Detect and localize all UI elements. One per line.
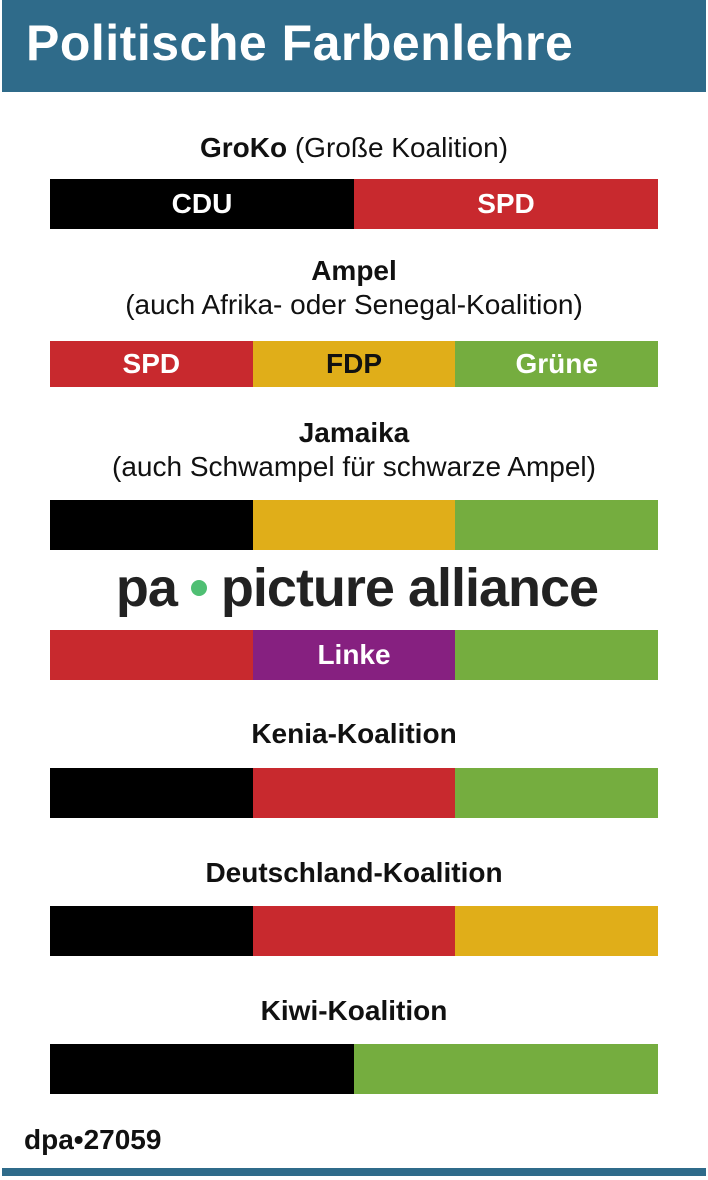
coalition-bar-jamaika (50, 500, 659, 550)
party-segment: SPD (50, 341, 253, 387)
party-segment: Grüne (455, 341, 659, 387)
watermark-logo: pa picture alliance (72, 552, 642, 624)
coalition-bar-groko: CDU SPD (50, 179, 658, 229)
party-segment: Linke (252, 630, 456, 680)
party-segment (455, 630, 659, 680)
party-segment: CDU (50, 179, 354, 229)
credit: dpa•27059 (24, 1124, 162, 1155)
party-segment (455, 906, 659, 956)
coalition-title-kenia: Kenia-Koalition (251, 718, 457, 749)
coalition-bar-kenia (50, 768, 659, 818)
bottom-rule (2, 1168, 706, 1176)
party-segment (50, 1044, 354, 1094)
party-segment (252, 500, 456, 550)
coalition-title-groko: GroKo (Große Koalition) (199, 132, 509, 163)
party-segment (252, 768, 456, 818)
header-banner: Politische Farbenlehre (2, 0, 706, 92)
party-segment (354, 1044, 658, 1094)
coalition-bar-kiwi (50, 1044, 658, 1094)
party-segment: SPD (354, 179, 658, 229)
party-segment (50, 768, 253, 818)
coalition-bar-deutschland (50, 906, 659, 956)
coalition-title-jamaika: Jamaika (auch Schwampel für schwarze Ampe… (112, 417, 596, 482)
coalition-bar-ampel: SPD FDP Grüne (50, 341, 659, 387)
party-segment (50, 630, 253, 680)
coalition-title-deutschland: Deutschland-Koalition (205, 857, 503, 888)
party-segment (50, 906, 253, 956)
coalition-title-ampel: Ampel (auch Afrika- oder Senegal-Koalitio… (125, 255, 583, 320)
party-segment (50, 500, 253, 550)
page-title: Politische Farbenlehre (26, 15, 574, 71)
coalition-title-kiwi: Kiwi-Koalition (260, 995, 448, 1026)
party-segment (455, 500, 659, 550)
coalition-bar-linke: Linke (50, 630, 659, 680)
party-segment (252, 906, 456, 956)
party-segment (455, 768, 659, 818)
party-segment: FDP (252, 341, 456, 387)
